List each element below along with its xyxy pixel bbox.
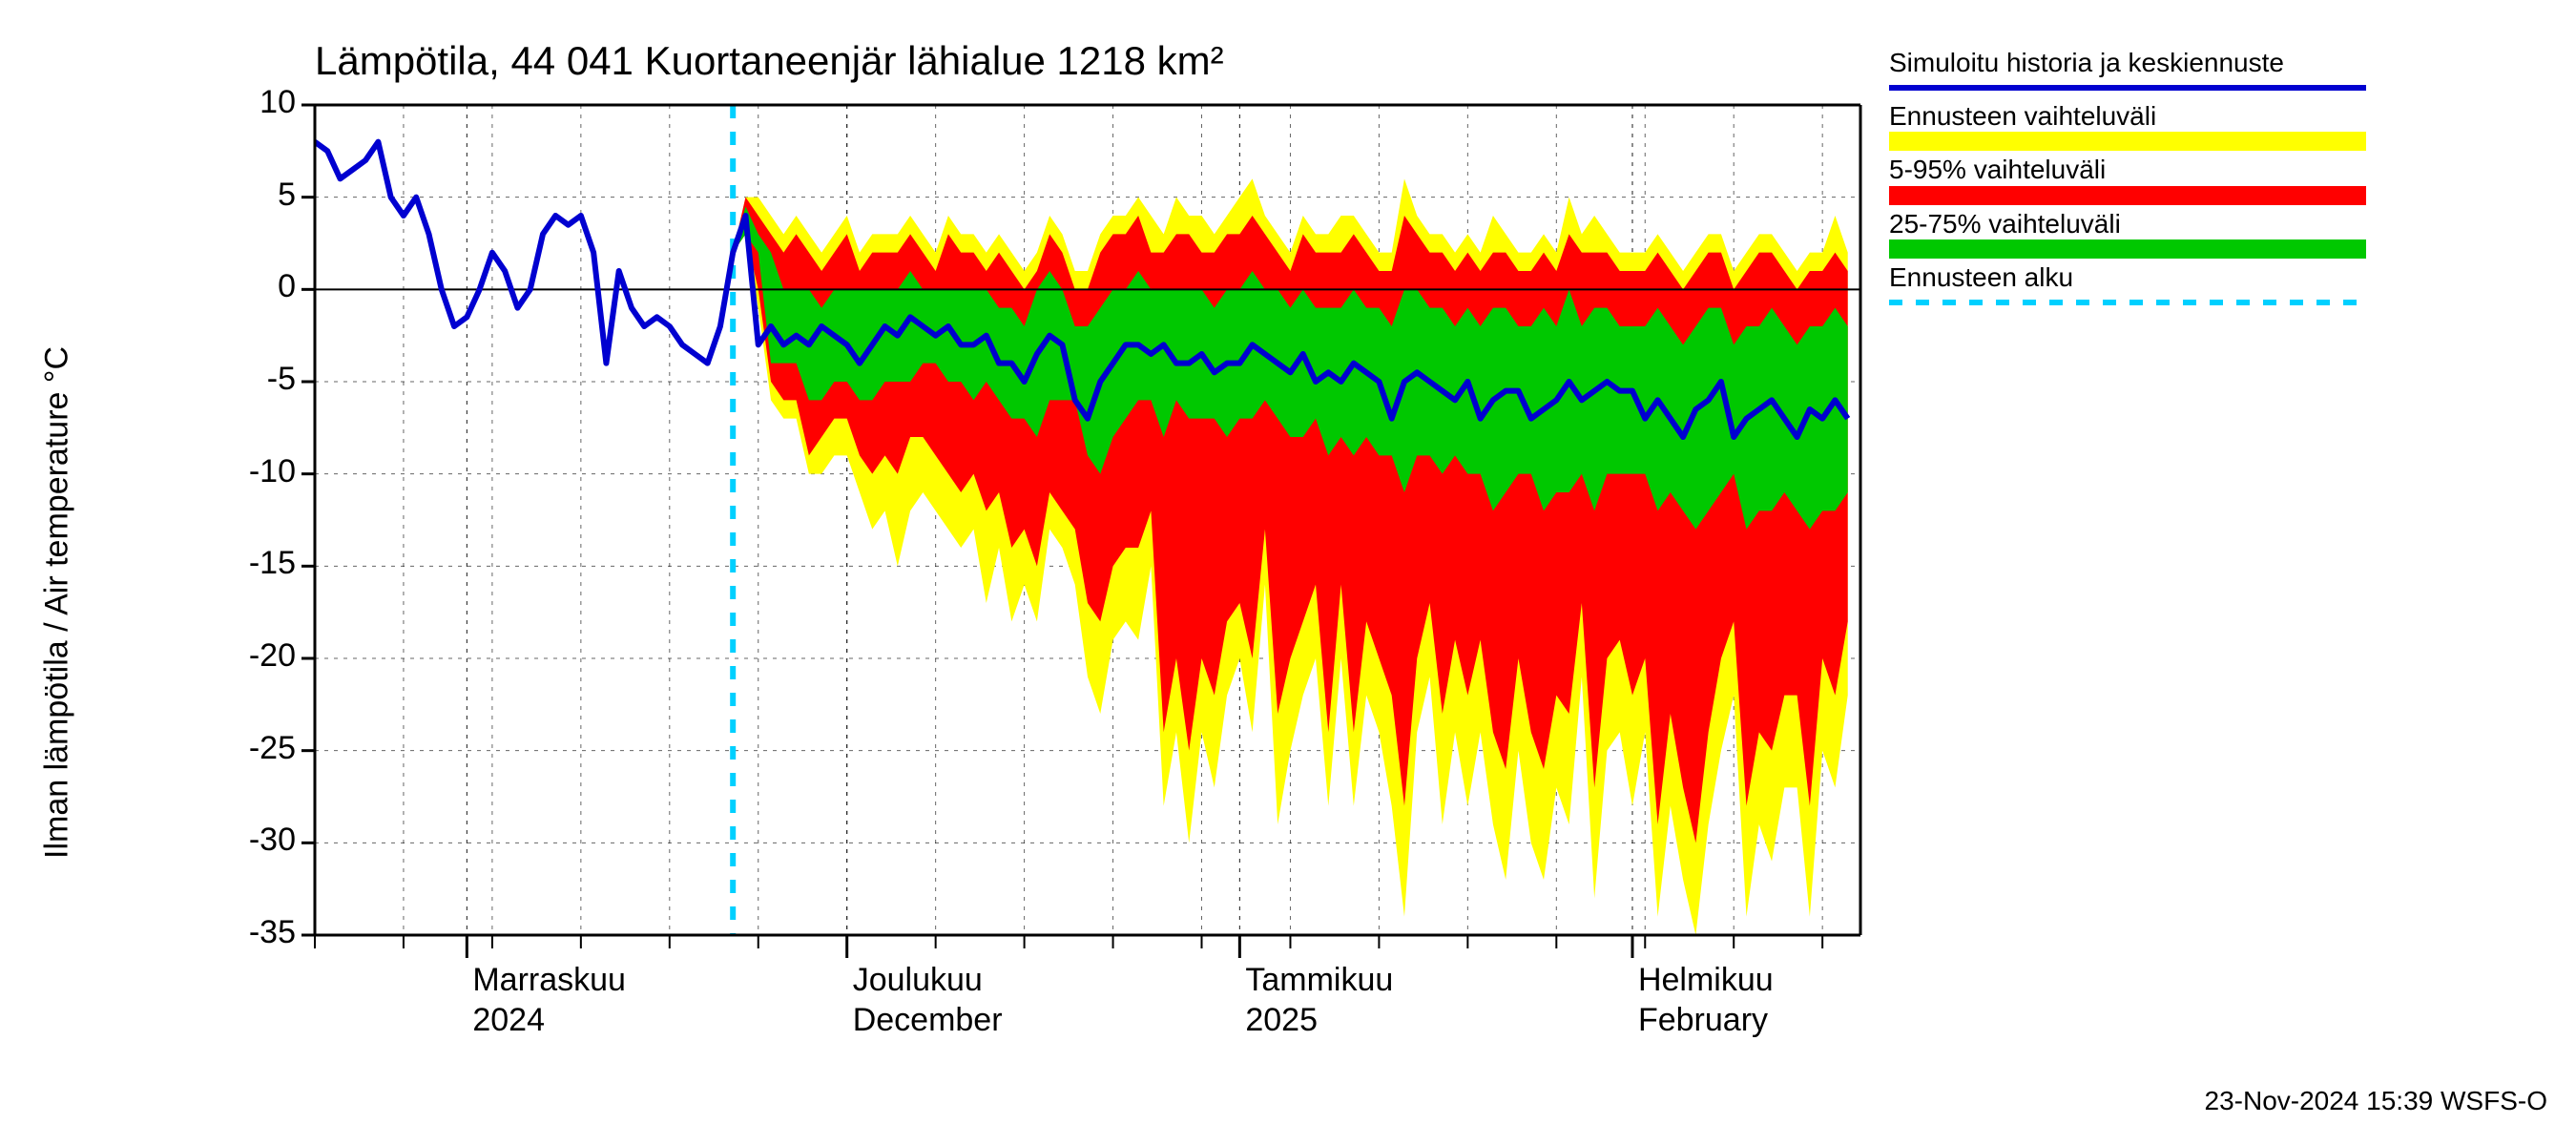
chart-container: Lämpötila, 44 041 Kuortaneenjär lähialue…: [0, 0, 2576, 1145]
ytick-label: 0: [210, 268, 296, 305]
chart-title: Lämpötila, 44 041 Kuortaneenjär lähialue…: [315, 38, 1224, 84]
legend: Simuloitu historia ja keskiennuste Ennus…: [1889, 48, 2385, 316]
ytick-label: -25: [210, 730, 296, 767]
ytick-label: -10: [210, 453, 296, 490]
y-axis-label: Ilman lämpötila / Air temperature °C: [39, 346, 76, 859]
ytick-label: -30: [210, 822, 296, 859]
legend-item-start: Ennusteen alku: [1889, 262, 2385, 312]
legend-label: 5-95% vaihteluväli: [1889, 155, 2385, 185]
xtick-label-top: Marraskuu: [472, 962, 626, 999]
legend-label: Simuloitu historia ja keskiennuste: [1889, 48, 2385, 78]
legend-swatch-line: [1889, 78, 2366, 97]
timestamp: 23-Nov-2024 15:39 WSFS-O: [2205, 1086, 2548, 1116]
ytick-label: -20: [210, 637, 296, 675]
ytick-label: -5: [210, 361, 296, 398]
xtick-label-top: Helmikuu: [1638, 962, 1774, 999]
ytick-label: 5: [210, 177, 296, 214]
legend-item-full: Ennusteen vaihteluväli: [1889, 101, 2385, 151]
xtick-label-bot: 2024: [472, 1002, 545, 1039]
legend-item-595: 5-95% vaihteluväli: [1889, 155, 2385, 204]
ytick-label: -35: [210, 914, 296, 951]
legend-item-median: Simuloitu historia ja keskiennuste: [1889, 48, 2385, 97]
legend-label: 25-75% vaihteluväli: [1889, 209, 2385, 239]
xtick-label-top: Joulukuu: [853, 962, 983, 999]
legend-swatch: [1889, 132, 2366, 151]
legend-label: Ennusteen vaihteluväli: [1889, 101, 2385, 132]
xtick-label-bot: 2025: [1245, 1002, 1318, 1039]
legend-swatch: [1889, 239, 2366, 259]
legend-label: Ennusteen alku: [1889, 262, 2385, 293]
xtick-label-top: Tammikuu: [1245, 962, 1393, 999]
legend-swatch: [1889, 186, 2366, 205]
xtick-label-bot: December: [853, 1002, 1003, 1039]
ytick-label: -15: [210, 545, 296, 582]
ytick-label: 10: [210, 84, 296, 121]
legend-item-2575: 25-75% vaihteluväli: [1889, 209, 2385, 259]
xtick-label-bot: February: [1638, 1002, 1768, 1039]
legend-swatch-dash: [1889, 293, 2366, 312]
